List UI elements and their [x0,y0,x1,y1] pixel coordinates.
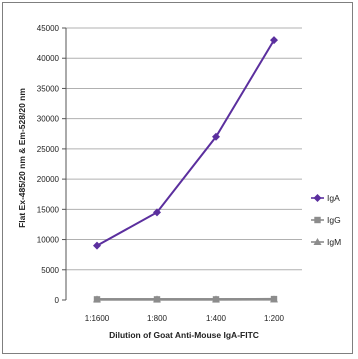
y-tick-label: 15000 [37,205,60,214]
legend-label-igg: IgG [327,215,341,225]
data-point-igg [270,295,278,303]
y-tick-label: 40000 [37,54,60,63]
data-point-iga [270,36,278,45]
y-tick-label: 5000 [41,266,59,275]
legend-label-iga: IgA [327,193,340,203]
y-tick-label: 25000 [37,145,60,154]
x-tick-label: 1:200 [264,314,285,323]
legend-marker-iga [313,194,322,202]
y-tick-label: 45000 [37,24,60,33]
data-point-iga [153,208,161,217]
x-tick-label: 1:800 [147,314,168,323]
data-point-iga [93,241,101,250]
series-line-iga [96,39,275,247]
y-tick-label: 20000 [37,175,60,184]
data-point-igg [153,296,161,303]
legend-label-igm: IgM [327,237,341,247]
x-tick-label: 1:400 [206,314,227,323]
y-tick-label: 30000 [37,115,60,124]
y-tick-label: 10000 [37,236,60,245]
legend-marker-igm [313,238,322,245]
data-point-iga [212,132,220,141]
legend-marker-igg [314,216,321,224]
chart-frame [2,2,353,354]
x-axis-title: Dilution of Goat Anti-Mouse IgA-FITC [109,330,259,340]
data-point-igg [212,296,220,303]
x-tick-label: 1:1600 [85,314,110,323]
y-axis-title: Flat Ex-485/20 nm & Em-528/20 nm [17,88,27,228]
y-tick-label: 35000 [37,84,60,93]
y-tick-label: 0 [55,296,60,305]
data-point-igg [93,296,101,303]
